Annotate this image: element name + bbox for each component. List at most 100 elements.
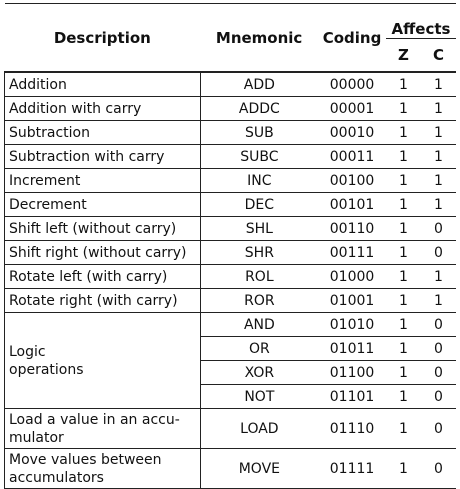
- coding-cell: 01010: [318, 312, 386, 337]
- description-cell: Load a value in an accu- mulator: [4, 408, 201, 449]
- description-cell: Rotate right (with carry): [4, 288, 201, 313]
- c-cell: 1: [420, 71, 456, 97]
- mnemonic-cell: AND: [200, 312, 319, 337]
- coding-cell: 00000: [318, 71, 386, 97]
- header-cell: Mnemonic: [215, 28, 303, 47]
- mnemonic-cell: ROR: [200, 288, 319, 313]
- table-row: XOR 01100 1 0: [5, 360, 456, 385]
- mnemonic-cell: MOVE: [200, 448, 319, 489]
- instruction-table: Description Mnemonic Coding Affects Z C …: [4, 3, 456, 489]
- header-cell: Affects: [386, 3, 456, 39]
- c-cell: 0: [420, 408, 456, 449]
- coding-cell: 01000: [318, 264, 386, 289]
- table-body: Addition ADD 00000 1 1 Addition with carry ADD…: [4, 71, 456, 489]
- coding-cell: 00101: [318, 192, 386, 217]
- c-cell: 1: [420, 288, 456, 313]
- coding-cell: 00110: [318, 216, 386, 241]
- table-row: Rotate right (with carry) ROR 01001 1 1: [4, 288, 456, 313]
- z-cell: 1: [386, 120, 421, 145]
- c-cell: 0: [420, 360, 456, 385]
- z-cell: 1: [386, 360, 421, 385]
- header-cell: Description: [53, 28, 151, 47]
- table-row: Subtraction with carry SUBC 00011 1 1: [4, 144, 456, 169]
- c-cell: 0: [420, 384, 456, 409]
- z-cell: 1: [386, 192, 421, 217]
- c-cell: 1: [420, 144, 456, 169]
- c-cell: 0: [420, 312, 456, 337]
- c-cell: 1: [420, 96, 456, 121]
- table-row: OR 01011 1 0: [5, 336, 456, 361]
- z-cell: 1: [386, 384, 421, 409]
- table-row: Subtraction SUB 00010 1 1: [4, 120, 456, 145]
- table-row: Shift right (without carry) SHR 00111 1 0: [4, 240, 456, 265]
- description-cell: Subtraction with carry: [4, 144, 201, 169]
- table-row: Decrement DEC 00101 1 1: [4, 192, 456, 217]
- table-row: NOT 01101 1 0: [5, 384, 456, 409]
- z-cell: 1: [386, 448, 421, 489]
- mnemonic-cell: NOT: [200, 384, 319, 409]
- coding-cell: 01100: [318, 360, 386, 385]
- c-cell: 0: [420, 240, 456, 265]
- mnemonic-cell: ADD: [200, 71, 319, 97]
- mnemonic-cell: ADDC: [200, 96, 319, 121]
- z-cell: 1: [386, 264, 421, 289]
- z-cell: 1: [386, 96, 421, 121]
- mnemonic-cell: LOAD: [200, 408, 319, 449]
- mnemonic-cell: XOR: [200, 360, 319, 385]
- table-row: Rotate left (with carry) ROL 01000 1 1: [4, 264, 456, 289]
- description-cell: Addition with carry: [4, 96, 201, 121]
- z-cell: 1: [386, 408, 421, 449]
- description-cell: Decrement: [4, 192, 201, 217]
- coding-cell: 00100: [318, 168, 386, 193]
- mnemonic-cell: OR: [200, 336, 319, 361]
- c-cell: 1: [420, 192, 456, 217]
- table-row: Increment INC 00100 1 1: [4, 168, 456, 193]
- z-cell: 1: [386, 144, 421, 169]
- mnemonic-cell: SUB: [200, 120, 319, 145]
- table-header: Description Mnemonic Coding Affects Z C: [4, 3, 456, 72]
- description-cell: Addition: [4, 71, 201, 97]
- coding-cell: 01001: [318, 288, 386, 313]
- c-cell: 1: [420, 120, 456, 145]
- description-cell: Shift right (without carry): [4, 240, 201, 265]
- c-cell: 0: [420, 448, 456, 489]
- table-row: Load a value in an accu- mulator LOAD 0111…: [4, 408, 456, 449]
- header-cell: C: [432, 46, 444, 64]
- z-cell: 1: [386, 336, 421, 361]
- header-cell: Z: [398, 46, 409, 64]
- coding-cell: 00001: [318, 96, 386, 121]
- description-cell: Shift left (without carry): [4, 216, 201, 241]
- header-cell: Coding: [322, 28, 382, 47]
- z-cell: 1: [386, 71, 421, 97]
- c-cell: 1: [420, 264, 456, 289]
- mnemonic-cell: SUBC: [200, 144, 319, 169]
- description-cell: Logic operations: [4, 312, 201, 409]
- z-cell: 1: [386, 216, 421, 241]
- coding-cell: 01111: [318, 448, 386, 489]
- table-row: Shift left (without carry) SHL 00110 1 0: [4, 216, 456, 241]
- mnemonic-cell: ROL: [200, 264, 319, 289]
- c-cell: 0: [420, 216, 456, 241]
- description-cell: Rotate left (with carry): [4, 264, 201, 289]
- mnemonic-cell: INC: [200, 168, 319, 193]
- table-row: Move values between accumulators MOVE 0111…: [4, 448, 456, 489]
- z-cell: 1: [386, 240, 421, 265]
- table-row: Addition ADD 00000 1 1: [4, 71, 456, 97]
- table-row: Addition with carry ADDC 00001 1 1: [4, 96, 456, 121]
- coding-cell: 01110: [318, 408, 386, 449]
- c-cell: 1: [420, 168, 456, 193]
- coding-cell: 00011: [318, 144, 386, 169]
- mnemonic-cell: SHR: [200, 240, 319, 265]
- z-cell: 1: [386, 168, 421, 193]
- coding-cell: 00111: [318, 240, 386, 265]
- coding-cell: 00010: [318, 120, 386, 145]
- coding-cell: 01011: [318, 336, 386, 361]
- coding-cell: 01101: [318, 384, 386, 409]
- mnemonic-cell: SHL: [200, 216, 319, 241]
- mnemonic-cell: DEC: [200, 192, 319, 217]
- z-cell: 1: [386, 312, 421, 337]
- table-row: Logic operations AND 01010 1 0: [4, 312, 456, 409]
- c-cell: 0: [420, 336, 456, 361]
- description-cell: Move values between accumulators: [4, 448, 201, 489]
